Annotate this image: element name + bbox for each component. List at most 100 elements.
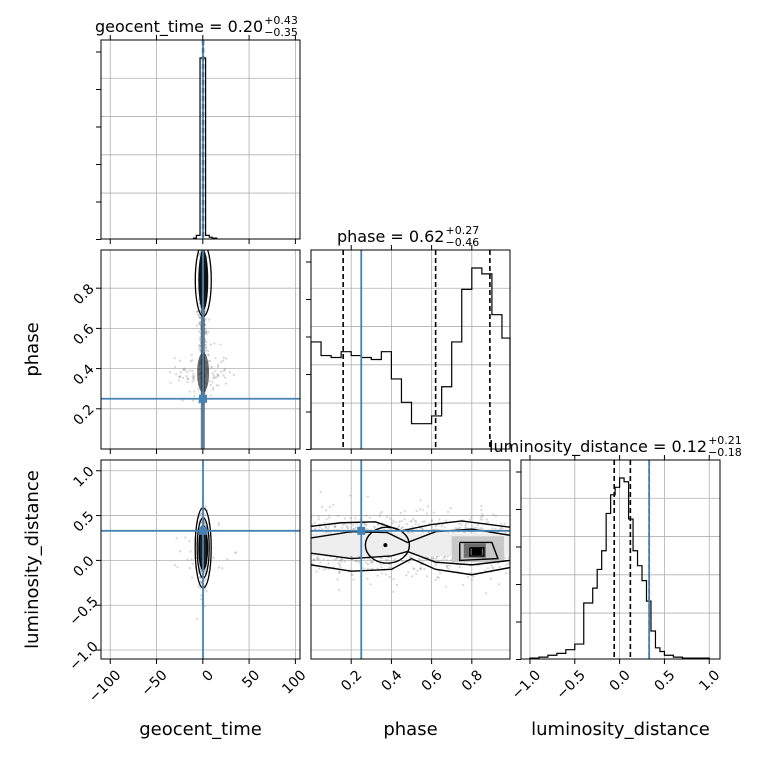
sample-point <box>217 522 220 525</box>
sample-point <box>216 373 219 376</box>
sample-point <box>403 518 406 521</box>
sample-point <box>491 566 494 569</box>
sample-point <box>438 518 441 521</box>
sample-point <box>328 516 331 520</box>
panel-title-geocent_time: geocent_time = 0.20 <box>95 17 263 37</box>
sample-point <box>184 536 187 539</box>
sample-point <box>333 558 336 561</box>
sample-point <box>199 587 202 590</box>
sample-point <box>191 377 195 380</box>
sample-point <box>192 376 196 379</box>
sample-point <box>221 359 225 362</box>
sample-point <box>378 515 381 518</box>
sample-point <box>421 527 424 530</box>
sample-point <box>428 522 431 525</box>
sample-point <box>332 503 335 507</box>
sample-point <box>470 524 474 528</box>
sample-point <box>205 589 208 593</box>
sample-point <box>313 521 316 524</box>
sample-point <box>186 377 190 381</box>
sample-point <box>337 562 341 565</box>
title-upper-error: +0.21 <box>708 434 742 447</box>
sample-point <box>421 520 424 523</box>
sample-point <box>198 320 202 324</box>
sample-point <box>199 598 203 601</box>
sample-point <box>203 570 206 573</box>
sample-point <box>383 528 386 531</box>
tick-label-phase: 0.4 <box>71 361 98 388</box>
sample-point <box>173 365 177 369</box>
sample-point <box>201 247 203 249</box>
sample-point <box>204 513 207 516</box>
sample-point <box>481 515 484 518</box>
sample-point <box>395 583 399 587</box>
sample-point <box>470 515 473 519</box>
sample-point <box>200 594 203 597</box>
sample-point <box>414 523 417 526</box>
sample-point <box>366 563 370 566</box>
sample-point <box>358 524 361 527</box>
panel-phase-vs-luminosity_distance-density <box>311 490 510 595</box>
sample-point <box>419 567 422 570</box>
sample-point <box>392 590 395 594</box>
sample-point <box>198 252 201 256</box>
tick-label-luminosity_distance: 0.5 <box>652 667 679 694</box>
sample-point <box>204 329 208 332</box>
sample-point <box>480 518 484 521</box>
sample-point <box>407 571 410 574</box>
sample-point <box>219 370 223 373</box>
sample-point <box>199 337 202 341</box>
sample-point <box>175 537 178 540</box>
sample-point <box>219 343 222 346</box>
sample-point <box>410 525 414 528</box>
panel-title-luminosity_distance: luminosity_distance = 0.12 <box>489 437 707 457</box>
sample-point <box>504 531 507 535</box>
sample-point <box>492 513 495 516</box>
sample-point <box>409 520 412 523</box>
sample-point <box>444 519 447 522</box>
sample-point <box>413 568 416 571</box>
sample-point <box>209 383 212 387</box>
sample-point <box>220 361 223 364</box>
sample-point <box>188 390 191 393</box>
sample-point <box>431 526 434 529</box>
sample-point <box>368 558 372 561</box>
sample-point <box>183 367 186 370</box>
sample-point <box>208 379 212 383</box>
sample-point <box>193 394 196 398</box>
sample-point <box>481 527 484 530</box>
sample-point <box>437 576 440 579</box>
sample-point <box>222 369 225 373</box>
sample-point <box>186 370 189 374</box>
sample-point <box>486 567 489 570</box>
sample-point <box>346 526 349 529</box>
sample-point <box>498 528 502 531</box>
sample-point <box>366 495 369 498</box>
sample-point <box>400 519 403 523</box>
sample-point <box>480 514 483 518</box>
sample-point <box>477 524 480 527</box>
sample-point <box>203 570 206 573</box>
sample-point <box>169 371 172 374</box>
sample-point <box>479 527 482 530</box>
sample-point <box>197 313 201 316</box>
sample-point <box>199 512 203 516</box>
sample-point <box>217 566 221 569</box>
sample-point <box>401 526 405 529</box>
sample-point <box>400 526 403 530</box>
sample-point <box>211 371 214 374</box>
sample-point <box>343 517 347 520</box>
sample-point <box>397 524 401 527</box>
sample-point <box>199 576 202 580</box>
sample-point <box>212 377 215 380</box>
sample-point <box>212 373 215 377</box>
sample-point <box>445 558 448 561</box>
sample-point <box>423 567 426 571</box>
sample-point <box>464 526 467 529</box>
sample-point <box>318 567 321 570</box>
sample-point <box>366 577 369 580</box>
sample-point <box>479 517 482 520</box>
tick-label-phase: 0.2 <box>71 402 98 429</box>
sample-point <box>317 515 320 518</box>
sample-point <box>380 566 383 569</box>
